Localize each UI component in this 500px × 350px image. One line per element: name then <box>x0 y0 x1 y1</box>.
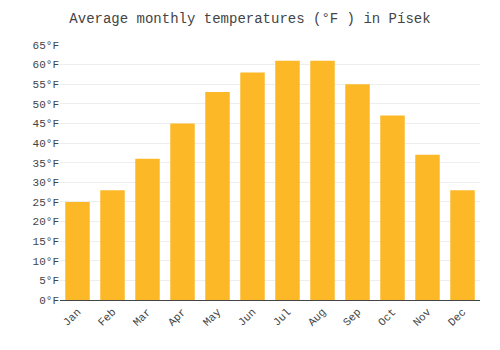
svg-text:Jun: Jun <box>236 306 258 328</box>
svg-text:25°F: 25°F <box>33 197 59 209</box>
svg-text:Feb: Feb <box>96 306 118 328</box>
svg-text:Aug: Aug <box>306 306 328 328</box>
svg-text:15°F: 15°F <box>33 236 59 248</box>
svg-text:30°F: 30°F <box>33 177 59 189</box>
svg-text:Sep: Sep <box>341 306 363 328</box>
svg-text:May: May <box>201 306 224 329</box>
svg-text:10°F: 10°F <box>33 256 59 268</box>
svg-text:Dec: Dec <box>446 306 468 328</box>
svg-text:Apr: Apr <box>166 306 188 328</box>
svg-text:Jan: Jan <box>61 306 83 328</box>
svg-text:0°F: 0°F <box>39 295 59 307</box>
svg-text:5°F: 5°F <box>39 275 59 287</box>
svg-text:50°F: 50°F <box>33 99 59 111</box>
svg-text:Average monthly temperatures (: Average monthly temperatures (°F ) in Pí… <box>69 11 430 27</box>
svg-text:20°F: 20°F <box>33 216 59 228</box>
svg-text:40°F: 40°F <box>33 138 59 150</box>
svg-text:55°F: 55°F <box>33 79 59 91</box>
svg-text:Nov: Nov <box>411 306 434 329</box>
svg-text:60°F: 60°F <box>33 59 59 71</box>
svg-text:Mar: Mar <box>131 306 153 328</box>
svg-text:Oct: Oct <box>376 306 398 328</box>
svg-text:45°F: 45°F <box>33 118 59 130</box>
svg-text:Jul: Jul <box>271 306 293 328</box>
svg-text:65°F: 65°F <box>33 40 59 52</box>
svg-text:35°F: 35°F <box>33 158 59 170</box>
